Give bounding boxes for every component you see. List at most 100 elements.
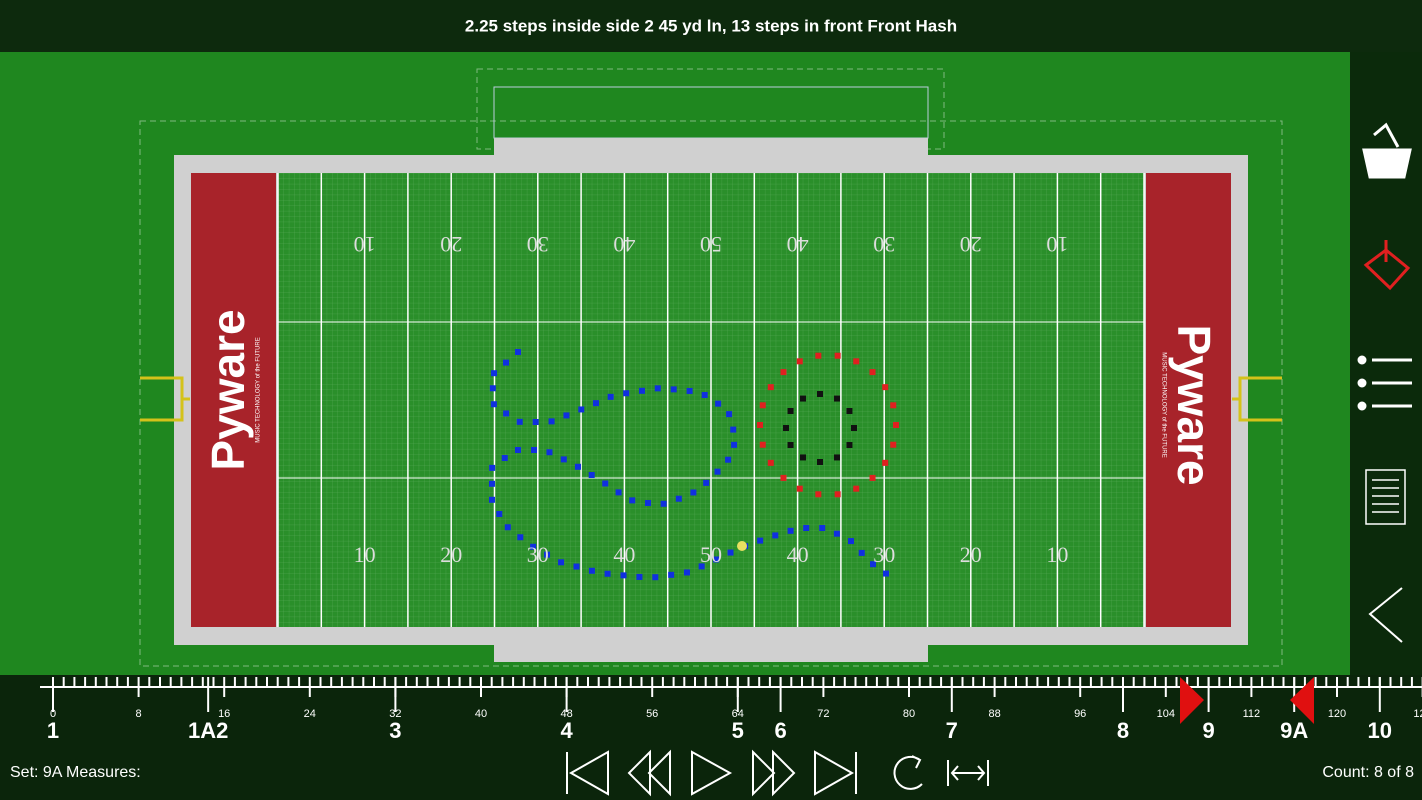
performer bbox=[560, 456, 567, 463]
performer bbox=[869, 474, 876, 481]
performer bbox=[713, 556, 720, 563]
performer bbox=[870, 561, 877, 568]
set-name: 10 bbox=[1368, 718, 1392, 743]
performer bbox=[670, 386, 677, 393]
performer bbox=[604, 570, 611, 577]
bucket-icon[interactable] bbox=[1362, 148, 1412, 179]
performer bbox=[787, 408, 794, 414]
yard-number: 30 bbox=[527, 542, 549, 567]
performer bbox=[783, 425, 789, 431]
performer bbox=[757, 537, 764, 544]
performer bbox=[759, 402, 766, 409]
back-icon[interactable] bbox=[1368, 587, 1403, 643]
performer bbox=[515, 349, 521, 355]
document-icon[interactable] bbox=[1365, 469, 1406, 525]
performer bbox=[727, 549, 734, 556]
performer bbox=[851, 425, 857, 431]
count-label: 112 bbox=[1243, 708, 1261, 720]
performer bbox=[698, 563, 705, 570]
performer bbox=[834, 454, 840, 461]
boundary bbox=[139, 120, 1283, 667]
performer bbox=[491, 370, 498, 377]
performer bbox=[815, 491, 822, 498]
yard-number: 50 bbox=[700, 232, 722, 257]
set-name: 6 bbox=[774, 718, 786, 743]
play-button[interactable] bbox=[691, 750, 733, 796]
set-name: 9 bbox=[1202, 718, 1214, 743]
set-label: Set: 9A Measures: bbox=[10, 764, 141, 781]
performer bbox=[489, 480, 495, 487]
performer bbox=[730, 426, 737, 433]
performer bbox=[846, 408, 853, 414]
logo: Pyware bbox=[202, 309, 254, 470]
performer bbox=[660, 500, 667, 507]
performer bbox=[654, 385, 661, 392]
performer bbox=[796, 485, 803, 492]
last-button[interactable] bbox=[814, 750, 857, 796]
logo-tagline: MUSIC TECHNOLOGY of the FUTURE bbox=[256, 337, 262, 442]
yard-number: 30 bbox=[873, 542, 895, 567]
set-name: 5 bbox=[732, 718, 744, 743]
count-label: 96 bbox=[1074, 708, 1086, 720]
performer bbox=[675, 495, 682, 502]
count-label: 56 bbox=[646, 708, 658, 720]
performer bbox=[803, 525, 810, 531]
performer bbox=[853, 358, 860, 365]
fit-button[interactable] bbox=[947, 760, 989, 786]
performer bbox=[645, 500, 652, 507]
performer bbox=[772, 532, 779, 539]
performer bbox=[504, 524, 511, 531]
performer bbox=[530, 543, 537, 550]
performer bbox=[725, 456, 732, 463]
menu-icon[interactable] bbox=[1372, 358, 1412, 408]
count-label: 32 bbox=[389, 708, 401, 720]
performer bbox=[636, 573, 643, 580]
set-name: 4 bbox=[560, 718, 573, 743]
loop-button[interactable] bbox=[893, 755, 923, 790]
yard-number: 40 bbox=[613, 232, 635, 257]
performer bbox=[800, 454, 806, 461]
performer bbox=[780, 369, 787, 376]
performer bbox=[834, 395, 840, 402]
performer bbox=[574, 463, 581, 470]
performer bbox=[532, 419, 539, 425]
count-label: 0 bbox=[50, 708, 56, 720]
count-label: 120 bbox=[1328, 708, 1346, 720]
performer bbox=[668, 571, 675, 578]
performer bbox=[815, 352, 822, 359]
performer bbox=[686, 387, 693, 394]
rewind-button[interactable] bbox=[627, 749, 671, 797]
performer bbox=[726, 411, 733, 418]
performer bbox=[767, 459, 774, 466]
set-name: 1 bbox=[47, 718, 59, 743]
yard-number: 10 bbox=[1046, 232, 1068, 257]
status-text: 2.25 steps inside side 2 45 yd ln, 13 st… bbox=[465, 16, 957, 35]
performer bbox=[759, 441, 766, 448]
endzone bbox=[191, 173, 276, 627]
count-label: 40 bbox=[475, 708, 487, 720]
sidebar-icons bbox=[1357, 122, 1412, 643]
count-label: 72 bbox=[817, 708, 829, 720]
yard-number: 40 bbox=[787, 542, 809, 567]
fill-icon[interactable] bbox=[1363, 240, 1411, 291]
yard-number: 20 bbox=[960, 542, 982, 567]
performer bbox=[588, 472, 595, 479]
performer bbox=[869, 369, 876, 376]
performer bbox=[833, 530, 840, 537]
yard-number: 10 bbox=[354, 542, 376, 567]
set-name: 7 bbox=[946, 718, 958, 743]
range-marker bbox=[1180, 677, 1204, 724]
first-button[interactable] bbox=[566, 750, 609, 796]
performer bbox=[615, 489, 622, 496]
performer bbox=[853, 485, 860, 492]
performer bbox=[858, 549, 865, 556]
performer bbox=[800, 395, 806, 402]
bucket-icon[interactable] bbox=[1373, 122, 1400, 148]
forward-button[interactable] bbox=[752, 749, 796, 797]
performer bbox=[620, 572, 627, 579]
performer bbox=[573, 563, 580, 570]
set-name: 1A2 bbox=[188, 718, 228, 743]
performer bbox=[817, 459, 823, 465]
performer bbox=[683, 569, 690, 576]
